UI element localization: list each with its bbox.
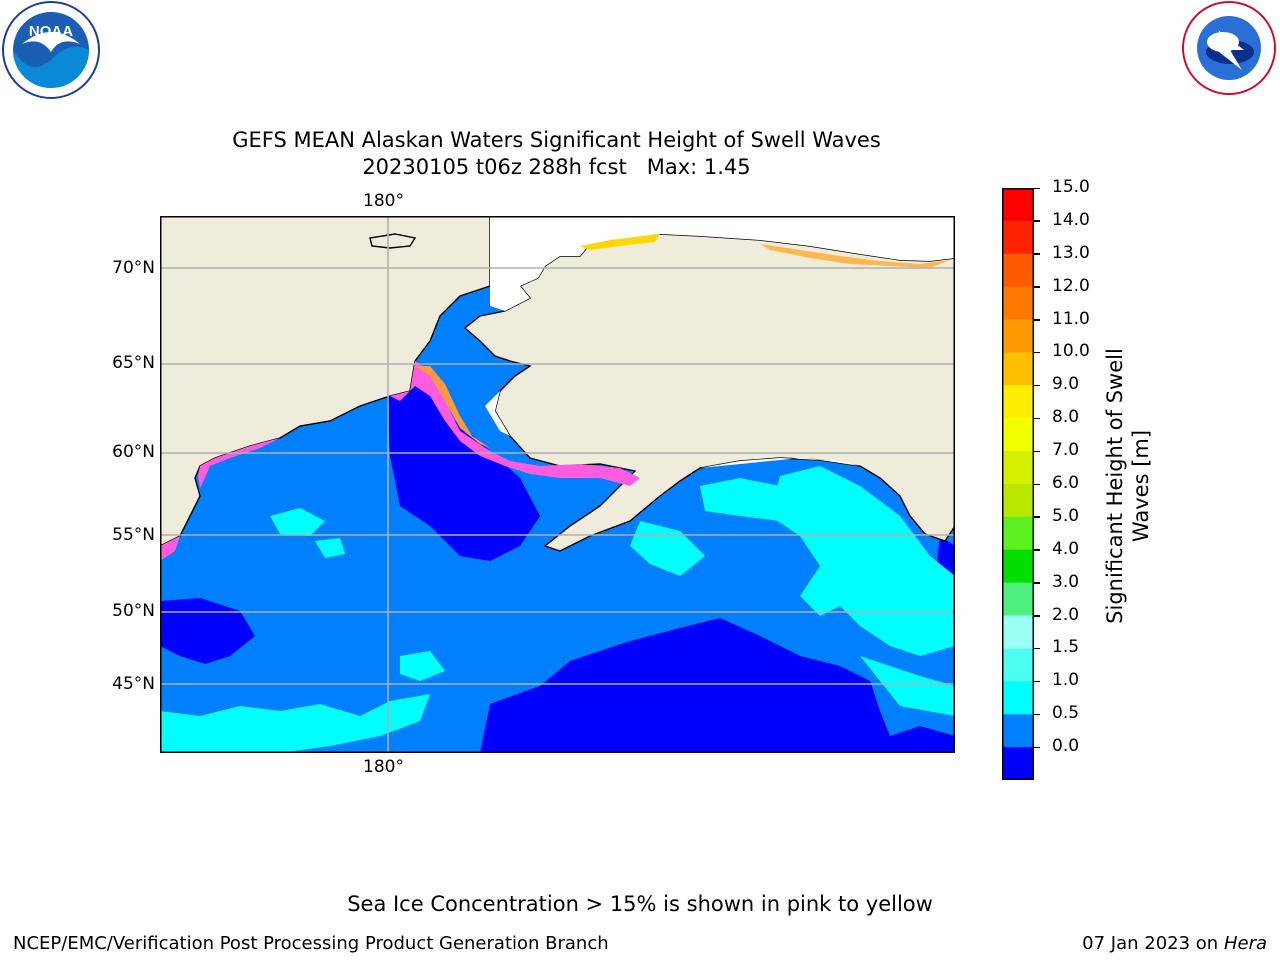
chart-title-line1: GEFS MEAN Alaskan Waters Significant Hei… bbox=[232, 128, 881, 152]
footer-branch: NCEP/EMC/Verification Post Processing Pr… bbox=[13, 933, 609, 954]
colorbar-segment bbox=[1002, 582, 1034, 617]
lat-label-60: 60°N bbox=[112, 442, 155, 462]
sea-ice-note: Sea Ice Concentration > 15% is shown in … bbox=[347, 892, 933, 916]
colorbar-tick-mark bbox=[1034, 713, 1040, 716]
colorbar-tick-label: 0.5 bbox=[1052, 703, 1080, 724]
colorbar-segment bbox=[1002, 352, 1034, 386]
gridlines bbox=[160, 216, 955, 753]
colorbar-segment bbox=[1002, 188, 1034, 222]
colorbar-tick-label: 8.0 bbox=[1052, 407, 1080, 428]
colorbar-tick-mark bbox=[1034, 220, 1040, 222]
colorbar-tick-mark bbox=[1034, 647, 1040, 650]
colorbar-tick-label: 15.0 bbox=[1052, 177, 1090, 197]
land bbox=[160, 216, 955, 552]
low-swell-regions bbox=[160, 366, 955, 753]
footer-date: 07 Jan 2023 on Hera bbox=[1082, 933, 1267, 954]
colorbar-tick-mark bbox=[1034, 319, 1040, 321]
colorbar-tick-label: 0.0 bbox=[1052, 736, 1080, 757]
lat-label-70: 70°N bbox=[112, 258, 155, 278]
colorbar-tick-mark bbox=[1034, 417, 1040, 420]
lon-label-top: 180° bbox=[363, 191, 404, 211]
colorbar-tick-mark bbox=[1034, 680, 1040, 683]
lat-label-65: 65°N bbox=[112, 353, 155, 373]
swell-height-map bbox=[160, 216, 955, 757]
colorbar-tick-label: 1.5 bbox=[1052, 637, 1080, 658]
colorbar-segment bbox=[1002, 451, 1034, 485]
colorbar-segment bbox=[1002, 648, 1034, 682]
map-frame bbox=[160, 216, 955, 753]
colorbar-tick-mark bbox=[1034, 746, 1040, 749]
colorbar-segment bbox=[1002, 253, 1034, 288]
no-data-regions bbox=[485, 216, 955, 468]
footer-host: Hera bbox=[1223, 933, 1267, 954]
colorbar bbox=[1002, 188, 1034, 784]
colorbar-tick-label: 7.0 bbox=[1052, 440, 1080, 461]
colorbar-tick-mark bbox=[1034, 516, 1040, 518]
lon-label-bottom: 180° bbox=[363, 757, 404, 777]
colorbar-tick-mark bbox=[1034, 351, 1040, 354]
colorbar-tick-label: 1.0 bbox=[1052, 670, 1080, 691]
colorbar-tick-label: 9.0 bbox=[1052, 374, 1080, 395]
noaa-logo: NOAA bbox=[0, 0, 104, 100]
colorbar-segment bbox=[1002, 418, 1034, 452]
colorbar-tick-mark bbox=[1034, 384, 1040, 387]
sea-ice-fringe bbox=[160, 234, 950, 561]
lat-label-45: 45°N bbox=[112, 674, 155, 694]
colorbar-tick-label: 2.0 bbox=[1052, 604, 1080, 625]
colorbar-tick-mark bbox=[1034, 483, 1040, 485]
colorbar-tick-mark bbox=[1034, 253, 1040, 255]
colorbar-tick-label: 5.0 bbox=[1052, 505, 1080, 526]
colorbar-segment bbox=[1002, 220, 1034, 255]
colorbar-tick-mark bbox=[1034, 582, 1040, 584]
colorbar-tick-mark bbox=[1034, 187, 1040, 189]
lat-label-55: 55°N bbox=[112, 525, 155, 545]
colorbar-tick-mark bbox=[1034, 549, 1040, 551]
colorbar-tick-mark bbox=[1034, 450, 1040, 453]
colorbar-tick-label: 4.0 bbox=[1052, 538, 1080, 559]
nws-logo bbox=[1178, 0, 1280, 100]
colorbar-segment bbox=[1002, 484, 1034, 518]
colorbar-segment bbox=[1002, 385, 1034, 419]
chart-title-line2: 20230105 t06z 288h fcst Max: 1.45 bbox=[362, 155, 751, 179]
colorbar-tick-mark bbox=[1034, 286, 1040, 288]
colorbar-segment bbox=[1002, 615, 1034, 649]
colorbar-segment bbox=[1002, 714, 1034, 748]
colorbar-segment bbox=[1002, 516, 1034, 551]
high-swell-regions bbox=[160, 466, 955, 753]
colorbar-label: Significant Height of Swell Waves [m] bbox=[1103, 348, 1153, 624]
colorbar-segment bbox=[1002, 286, 1034, 321]
colorbar-segment bbox=[1002, 319, 1034, 353]
colorbar-tick-mark bbox=[1034, 615, 1040, 617]
colorbar-tick-label: 11.0 bbox=[1052, 308, 1090, 329]
footer-date-text: 07 Jan 2023 on bbox=[1082, 933, 1224, 954]
colorbar-tick-label: 3.0 bbox=[1052, 571, 1080, 592]
colorbar-tick-label: 10.0 bbox=[1052, 341, 1090, 362]
noaa-logo-text: NOAA bbox=[29, 23, 73, 40]
colorbar-tick-label: 13.0 bbox=[1052, 242, 1090, 263]
lat-label-50: 50°N bbox=[112, 601, 155, 621]
colorbar-tick-label: 6.0 bbox=[1052, 473, 1080, 493]
colorbar-tick-label: 12.0 bbox=[1052, 275, 1090, 296]
colorbar-segment bbox=[1002, 747, 1034, 781]
colorbar-segment bbox=[1002, 549, 1034, 584]
colorbar-segment bbox=[1002, 681, 1034, 715]
colorbar-tick-label: 14.0 bbox=[1052, 209, 1090, 230]
